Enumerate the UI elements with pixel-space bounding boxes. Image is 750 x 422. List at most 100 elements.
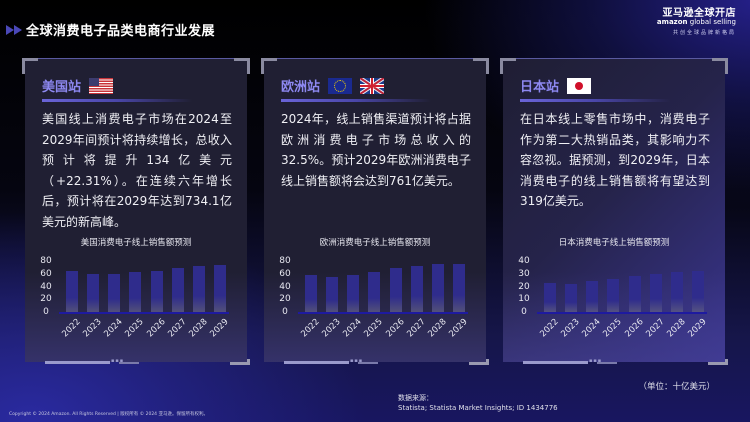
japan-flag-icon <box>567 77 592 94</box>
card-us: ▪▪▪ 美国站 美国线上消费电子市场在2024至2029年间预计将持续增长，总收… <box>22 58 250 365</box>
x-tick-label: 2029 <box>686 317 710 340</box>
eu-flag-icon <box>328 77 353 94</box>
page-header: 全球消费电子品类电商行业发展 <box>6 20 215 39</box>
logo-brand: amazon <box>656 18 688 26</box>
bar <box>129 272 142 312</box>
x-tick-label: 2026 <box>622 317 646 340</box>
x-tick-label: 2024 <box>102 317 125 340</box>
y-tick-label: 0 <box>521 307 527 317</box>
uk-flag-icon <box>360 77 385 94</box>
site-name: 日本站 <box>520 80 560 95</box>
double-arrow-icon <box>6 24 22 35</box>
corner-decoration <box>230 359 250 365</box>
y-tick-label: 40 <box>40 281 52 292</box>
x-axis-line <box>59 312 229 314</box>
bar <box>543 282 556 312</box>
corner-decoration <box>22 58 38 74</box>
bar <box>347 275 360 312</box>
site-description: 美国线上消费电子市场在2024至2029年间预计将持续增长，总收入预计将提升13… <box>42 112 232 229</box>
logo-line1: 亚马逊全球开店 <box>662 8 736 19</box>
x-tick-label: 2027 <box>644 317 667 340</box>
y-axis: 0 20 40 60 80 <box>274 253 296 317</box>
bar <box>453 263 466 312</box>
y-tick-label: 80 <box>40 256 52 266</box>
corner-decoration <box>473 58 489 74</box>
x-tick-label: 2026 <box>383 317 407 340</box>
bar <box>214 265 227 312</box>
site-name: 欧洲站 <box>281 80 321 95</box>
x-tick-label: 2023 <box>81 317 104 340</box>
bar <box>586 281 599 312</box>
bar <box>649 273 662 312</box>
y-tick-label: 40 <box>518 256 530 266</box>
bar <box>671 272 684 312</box>
plot-area <box>537 261 707 314</box>
y-tick-label: 10 <box>518 294 530 305</box>
bar <box>86 274 99 312</box>
bar <box>150 270 163 312</box>
x-tick-label: 2025 <box>362 317 386 340</box>
site-description: 2024年，线上销售渠道预计将占据欧洲消费电子市场总收入的32.5%。预计202… <box>281 112 471 188</box>
y-tick-label: 20 <box>518 281 530 292</box>
x-tick-label: 2022 <box>298 317 322 340</box>
bar <box>193 266 206 312</box>
chart-title: 日本消费电子线上销售额预测 <box>558 238 670 248</box>
source-text: Statista; Statista Market Insights; ID 1… <box>398 404 558 412</box>
divider <box>281 99 431 102</box>
bar <box>325 276 338 312</box>
source-label: 数据来源： <box>398 394 433 402</box>
divider <box>520 99 670 102</box>
unit-label: （单位：十亿美元） <box>638 382 715 392</box>
corner-decoration <box>708 359 728 365</box>
x-tick-label: 2028 <box>665 317 688 340</box>
x-tick-label: 2023 <box>559 317 582 340</box>
logo-slogan: 共创全球品牌新格局 <box>672 30 736 36</box>
x-tick-label: 2025 <box>123 317 147 340</box>
bar-chart: 0 20 40 60 80 2022 2023 2024 2025 2026 2027 2028 202… <box>35 253 235 343</box>
y-tick-label: 0 <box>43 307 49 317</box>
x-tick-label: 2028 <box>426 317 449 340</box>
bar <box>692 271 705 312</box>
page-title: 全球消费电子品类电商行业发展 <box>26 24 216 39</box>
corner-decoration <box>261 58 277 74</box>
y-tick-label: 0 <box>282 307 288 317</box>
bar <box>304 275 317 312</box>
x-tick-label: 2024 <box>580 317 603 340</box>
corner-decoration <box>469 359 489 365</box>
bar <box>607 278 620 312</box>
x-tick-label: 2023 <box>320 317 343 340</box>
corner-decoration <box>500 58 516 74</box>
bar <box>432 264 445 312</box>
x-tick-label: 2027 <box>166 317 189 340</box>
site-description: 在日本线上零售市场中，消费电子作为第二大热销品类，其影响力不容忽视。据预测，到2… <box>520 112 710 209</box>
chart-title: 欧洲消费电子线上销售额预测 <box>319 238 431 248</box>
x-tick-label: 2027 <box>405 317 428 340</box>
y-tick-label: 80 <box>279 256 291 266</box>
y-tick-label: 20 <box>40 294 52 305</box>
bar <box>564 283 577 312</box>
us-flag-icon <box>89 77 114 94</box>
card-europe: ▪▪▪ 欧洲站 2024年，线上销售渠道预计将占据欧洲消费电子市场总收入的32.… <box>261 58 489 365</box>
bar <box>368 271 381 312</box>
logo-subbrand: global selling <box>687 18 736 26</box>
x-tick-label: 2029 <box>208 317 232 340</box>
logo-line2: amazon global selling <box>657 18 736 26</box>
bar <box>410 266 423 312</box>
y-tick-label: 40 <box>279 281 291 292</box>
bar <box>65 270 78 312</box>
plot-area <box>59 261 229 314</box>
x-tick-label: 2025 <box>601 317 625 340</box>
x-tick-label: 2022 <box>537 317 561 340</box>
x-tick-label: 2029 <box>447 317 471 340</box>
card-japan: ▪▪▪ 日本站 在日本线上零售市场中，消费电子作为第二大热销品类，其影响力不容忽… <box>500 58 728 365</box>
corner-decoration <box>712 58 728 74</box>
x-tick-label: 2026 <box>144 317 168 340</box>
y-axis: 0 10 20 30 40 <box>513 253 535 317</box>
y-axis: 0 20 40 60 80 <box>35 253 57 317</box>
data-source: 数据来源： Statista; Statista Market Insights… <box>398 393 558 413</box>
x-tick-label: 2028 <box>187 317 210 340</box>
y-tick-label: 60 <box>279 268 291 279</box>
y-tick-label: 30 <box>518 268 530 279</box>
x-axis-line <box>537 312 707 314</box>
site-name: 美国站 <box>42 80 82 95</box>
